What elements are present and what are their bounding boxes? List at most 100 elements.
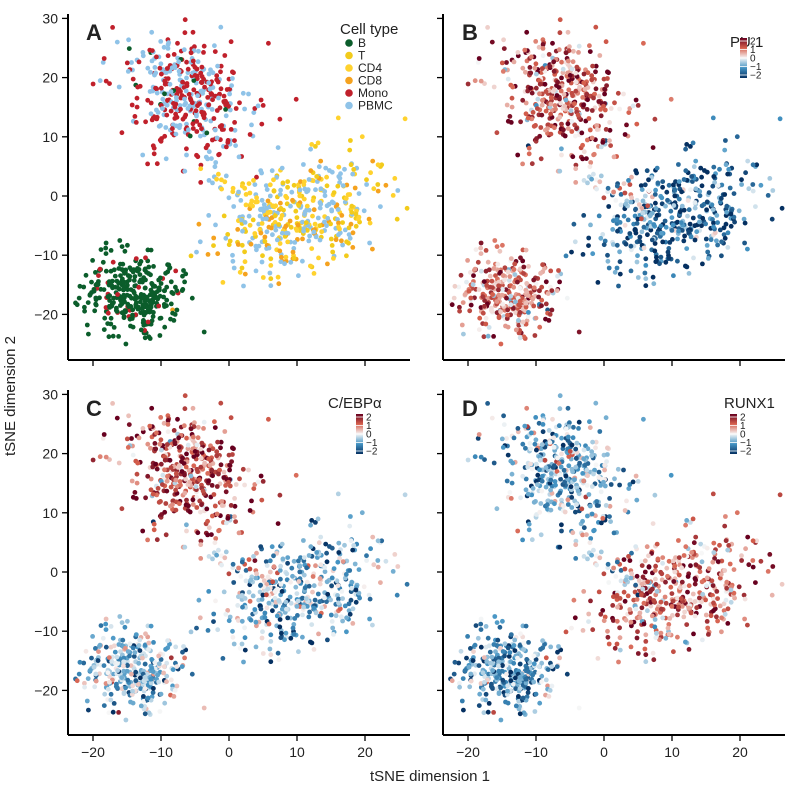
data-point	[754, 162, 760, 168]
data-point	[647, 220, 653, 225]
data-point	[271, 564, 277, 570]
data-point	[131, 278, 137, 283]
data-point	[480, 670, 486, 676]
data-point	[558, 464, 564, 470]
data-point	[672, 193, 678, 199]
data-point	[725, 171, 731, 177]
data-point	[250, 217, 256, 223]
data-point	[276, 281, 282, 287]
data-point	[509, 480, 515, 486]
data-point	[154, 161, 160, 167]
data-point	[267, 193, 273, 199]
data-point	[236, 154, 242, 160]
data-point	[239, 618, 245, 624]
data-point	[138, 703, 144, 709]
data-point	[600, 140, 606, 145]
data-point	[74, 302, 80, 308]
data-point	[243, 192, 249, 197]
data-point	[252, 182, 258, 188]
data-point	[278, 563, 283, 569]
data-point	[742, 596, 748, 602]
data-point	[271, 188, 277, 194]
data-point	[147, 47, 153, 53]
data-point	[124, 292, 130, 298]
data-point	[83, 648, 89, 654]
data-point	[92, 308, 98, 314]
panel-letter-a: A	[86, 20, 102, 45]
data-point	[573, 79, 579, 85]
data-point	[486, 325, 492, 330]
data-point	[672, 187, 678, 193]
data-point	[580, 156, 585, 162]
data-point	[383, 558, 389, 564]
data-point	[178, 106, 183, 112]
data-point	[533, 61, 539, 67]
data-point	[499, 436, 505, 442]
colorbar-title-c: C/EBPα	[328, 395, 382, 412]
data-point	[557, 96, 562, 102]
data-point	[511, 643, 517, 648]
data-point	[216, 547, 221, 553]
data-point	[658, 254, 664, 260]
data-point	[489, 278, 495, 284]
data-point	[223, 107, 229, 112]
data-point	[669, 591, 675, 596]
data-point	[200, 112, 206, 118]
data-point	[531, 653, 537, 659]
data-point	[284, 195, 290, 201]
data-point	[573, 542, 579, 548]
data-point	[485, 635, 491, 641]
data-point	[634, 597, 640, 602]
data-point	[614, 217, 619, 223]
data-point	[375, 188, 381, 194]
data-point	[310, 589, 315, 595]
data-point	[127, 641, 133, 647]
data-point	[272, 213, 278, 219]
data-point	[580, 142, 585, 148]
data-point	[155, 110, 161, 115]
data-point	[277, 248, 283, 254]
data-point	[476, 432, 482, 437]
data-point	[511, 660, 517, 666]
x-tick-label: 20	[357, 744, 373, 760]
data-point	[110, 259, 116, 265]
data-point	[529, 537, 535, 543]
data-point	[243, 202, 249, 208]
data-point	[496, 663, 501, 669]
data-point	[542, 81, 548, 87]
data-point	[211, 619, 216, 624]
data-point	[490, 661, 495, 666]
data-point	[650, 521, 656, 526]
data-point	[197, 239, 203, 245]
data-point	[616, 283, 621, 289]
data-point	[115, 668, 120, 673]
data-point	[328, 597, 333, 603]
data-point	[116, 266, 122, 271]
data-point	[593, 462, 599, 468]
data-point	[221, 213, 227, 219]
data-point	[339, 213, 345, 218]
data-point	[209, 532, 214, 537]
data-point	[364, 177, 369, 183]
data-point	[270, 203, 276, 209]
data-point	[533, 691, 539, 697]
data-point	[226, 479, 231, 485]
data-point	[704, 575, 710, 581]
data-point	[240, 466, 246, 472]
data-point	[135, 84, 141, 90]
data-point	[278, 635, 284, 641]
data-point	[646, 188, 652, 194]
data-point	[272, 589, 278, 595]
data-point	[103, 627, 109, 632]
data-point	[685, 574, 691, 579]
data-point	[161, 664, 167, 670]
data-point	[671, 273, 676, 279]
data-point	[335, 559, 341, 565]
data-point	[207, 462, 213, 468]
data-point	[335, 115, 341, 121]
data-point	[603, 126, 609, 132]
data-point	[569, 119, 575, 124]
data-point	[589, 552, 594, 558]
data-point	[498, 341, 504, 347]
data-point	[462, 292, 468, 297]
